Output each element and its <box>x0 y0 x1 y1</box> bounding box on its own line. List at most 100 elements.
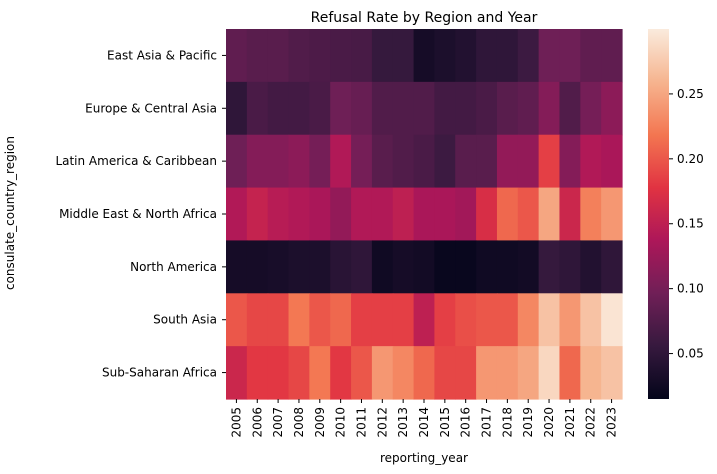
heatmap-cell <box>226 346 248 400</box>
heatmap-cell <box>538 293 561 347</box>
heatmap-cell <box>517 134 540 189</box>
heatmap-cell <box>434 293 456 347</box>
heatmap-cell <box>476 346 498 400</box>
heatmap-cell <box>559 29 581 83</box>
heatmap-cell <box>309 134 331 189</box>
heatmap-cell <box>517 29 540 83</box>
x-tick-label: 2017 <box>480 407 494 438</box>
heatmap-cell <box>496 187 519 242</box>
heatmap-cell <box>601 293 623 347</box>
heatmap-cell <box>601 134 623 189</box>
heatmap-cell <box>226 187 248 242</box>
heatmap-cell <box>580 293 602 347</box>
heatmap-cell <box>580 134 602 189</box>
heatmap-cell <box>434 29 456 83</box>
x-tick-label: 2009 <box>313 407 327 438</box>
heatmap-cell <box>309 29 331 83</box>
x-tick-label: 2011 <box>354 407 368 438</box>
heatmap-cell <box>351 293 373 347</box>
heatmap-cell <box>580 346 602 400</box>
heatmap-cell <box>601 346 623 400</box>
heatmap-cell <box>496 29 519 83</box>
y-axis-label: consulate_country_region <box>3 136 17 290</box>
heatmap-cell <box>392 346 415 400</box>
heatmap-cell <box>392 293 415 347</box>
heatmap-cell <box>267 240 290 294</box>
y-tick-label: South Asia <box>153 313 217 327</box>
heatmap-cell <box>226 81 248 136</box>
heatmap-cell <box>476 187 498 242</box>
heatmap-cell <box>496 81 519 136</box>
colorbar-tick-label: 0.15 <box>677 217 704 231</box>
heatmap-cell <box>246 81 269 136</box>
heatmap-cell <box>455 293 477 347</box>
heatmap-cell <box>476 240 498 294</box>
heatmap-cell <box>434 81 456 136</box>
y-tick-label: East Asia & Pacific <box>107 48 217 62</box>
chart-title: Refusal Rate by Region and Year <box>311 10 538 26</box>
heatmap-cell <box>371 293 394 347</box>
x-tick-label: 2007 <box>271 407 285 438</box>
heatmap-cell <box>351 81 373 136</box>
heatmap-cell <box>226 134 248 189</box>
heatmap-cell <box>246 29 269 83</box>
y-tick-label: North America <box>130 260 217 274</box>
colorbar-tick-label: 0.20 <box>677 152 704 166</box>
heatmap-cell <box>601 29 623 83</box>
heatmap-cell <box>538 240 561 294</box>
heatmap-cell <box>559 134 581 189</box>
heatmap-cell <box>601 240 623 294</box>
heatmap-cell <box>434 187 456 242</box>
heatmap-cell <box>288 240 310 294</box>
colorbar-tick-label: 0.10 <box>677 282 704 296</box>
heatmap-cell <box>559 293 581 347</box>
heatmap-cell <box>455 346 477 400</box>
heatmap-cell <box>392 29 415 83</box>
heatmap-cell <box>455 81 477 136</box>
heatmap-cell <box>434 346 456 400</box>
heatmap-cell <box>496 240 519 294</box>
x-tick-label: 2016 <box>459 407 473 438</box>
heatmap-cell <box>392 187 415 242</box>
y-tick-label: Middle East & North Africa <box>59 207 217 221</box>
x-tick-label: 2023 <box>605 407 619 438</box>
heatmap-cell <box>413 29 436 83</box>
heatmap-cell <box>580 29 602 83</box>
heatmap-cell <box>455 134 477 189</box>
heatmap-cell <box>309 187 331 242</box>
y-tick-label: Latin America & Caribbean <box>55 154 217 168</box>
heatmap-cell <box>371 346 394 400</box>
heatmap-cell <box>330 29 352 83</box>
heatmap-cell <box>330 134 352 189</box>
heatmap-cell <box>517 81 540 136</box>
heatmap-cell <box>288 81 310 136</box>
heatmap-cell <box>309 81 331 136</box>
heatmap-cell <box>330 240 352 294</box>
heatmap-cell <box>309 240 331 294</box>
x-axis-label: reporting_year <box>380 451 468 465</box>
heatmap-cell <box>267 134 290 189</box>
x-tick-label: 2022 <box>584 407 598 438</box>
heatmap-cell <box>371 240 394 294</box>
x-tick-label: 2013 <box>396 407 410 438</box>
heatmap-cell <box>413 81 436 136</box>
heatmap-cell <box>538 134 561 189</box>
heatmap-cell <box>351 134 373 189</box>
heatmap-cell <box>538 29 561 83</box>
heatmap-cell <box>226 293 248 347</box>
heatmap-cell <box>413 187 436 242</box>
x-tick-label: 2012 <box>375 407 389 438</box>
heatmap-cell <box>392 134 415 189</box>
heatmap-cell <box>413 293 436 347</box>
heatmap-cell <box>371 81 394 136</box>
heatmap-cell <box>559 346 581 400</box>
heatmap-cell <box>580 81 602 136</box>
heatmap-cell <box>288 187 310 242</box>
heatmap-cell <box>330 346 352 400</box>
heatmap-cell <box>559 187 581 242</box>
heatmap-cell <box>434 240 456 294</box>
heatmap-cell <box>351 29 373 83</box>
heatmap-cell <box>580 187 602 242</box>
y-tick-label: Europe & Central Asia <box>85 101 217 115</box>
